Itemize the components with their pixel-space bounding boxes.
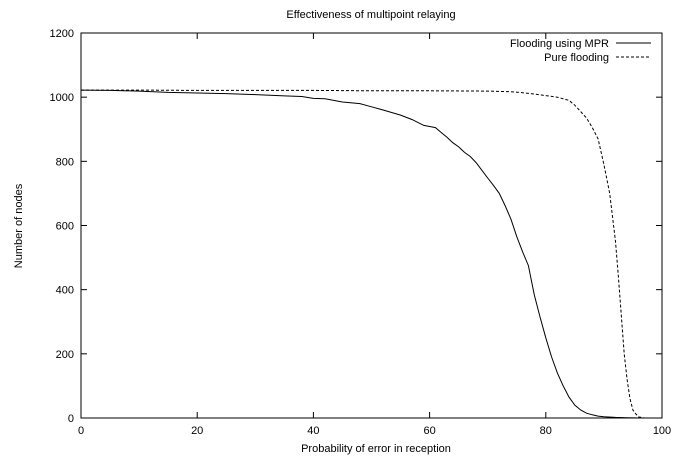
y-axis: 0 200 400 600 800 1000 1200: [50, 28, 662, 425]
x-tick-label: 0: [78, 425, 84, 437]
series-line-2: [81, 89, 645, 419]
legend-label: Pure flooding: [544, 52, 609, 64]
x-tick-label: 80: [540, 425, 552, 437]
x-tick-label: 100: [653, 425, 671, 437]
x-tick-label: 60: [423, 425, 435, 437]
y-tick-label: 400: [56, 285, 74, 297]
y-tick-label: 200: [56, 349, 74, 361]
legend-label: Flooding using MPR: [510, 38, 609, 50]
y-tick-label: 800: [56, 156, 74, 168]
series-line-1: [80, 89, 639, 419]
y-tick-label: 600: [56, 221, 74, 233]
x-axis-label: Probability of error in reception: [301, 443, 451, 455]
y-tick-label: 0: [68, 413, 74, 425]
legend: Flooding using MPR Pure flooding: [510, 38, 651, 64]
x-axis: 0 20 40 60 80 100: [78, 33, 671, 437]
x-tick-label: 20: [191, 425, 203, 437]
series-layer: [80, 89, 645, 419]
y-axis-label: Number of nodes: [13, 183, 25, 268]
x-tick-label: 40: [307, 425, 319, 437]
y-tick-label: 1000: [50, 92, 74, 104]
y-tick-label: 1200: [50, 28, 74, 40]
chart-title: Effectiveness of multipoint relaying: [286, 9, 455, 21]
